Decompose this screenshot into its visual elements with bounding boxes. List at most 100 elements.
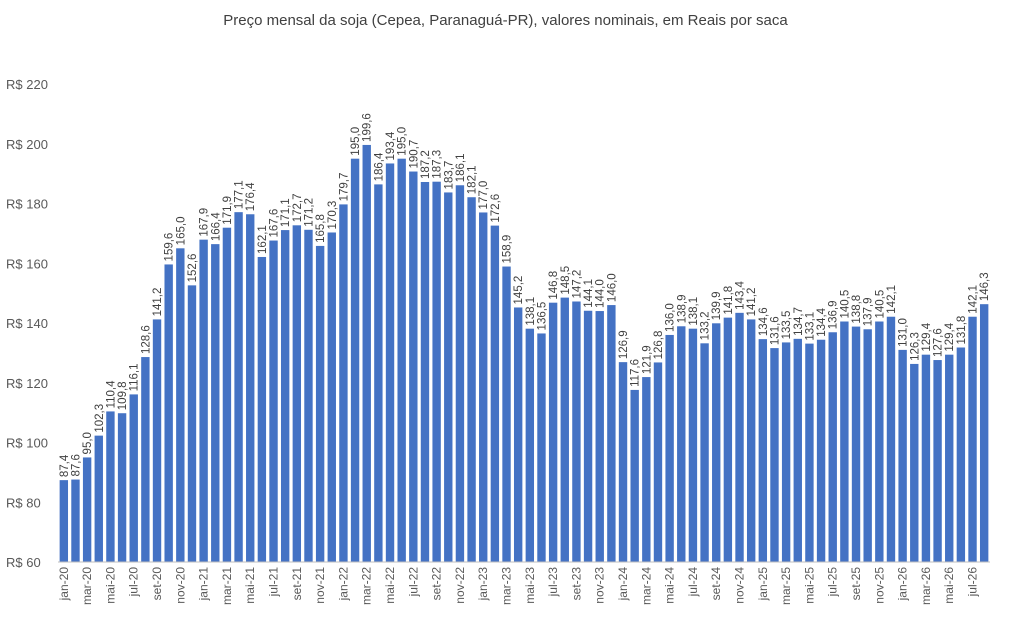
bar — [840, 321, 849, 562]
x-tick-label: mai-20 — [103, 567, 117, 604]
value-label: 134,4 — [816, 307, 828, 336]
bar — [234, 212, 243, 562]
value-label: 87,4 — [59, 454, 71, 477]
x-tick-label: mai-24 — [663, 567, 677, 604]
value-label: 179,7 — [338, 173, 350, 202]
value-label: 138,9 — [676, 295, 688, 324]
x-tick-label: mai-26 — [942, 567, 956, 604]
value-label: 134,7 — [793, 307, 805, 336]
value-label: 186,4 — [373, 152, 385, 181]
bar — [642, 377, 651, 562]
value-label: 136,9 — [828, 300, 840, 329]
bar — [910, 363, 919, 562]
bar — [595, 311, 604, 562]
value-label: 171,1 — [280, 198, 292, 227]
bar — [665, 334, 674, 562]
value-label: 133,5 — [781, 311, 793, 340]
value-label: 87,6 — [70, 454, 82, 476]
x-tick-label: mar-20 — [80, 567, 94, 605]
x-axis: jan-20 mar-20 mai-20 jul-20 set-20 nov-20 jan-… — [57, 567, 980, 605]
value-label: 146,8 — [548, 271, 560, 300]
value-label: 138,1 — [525, 297, 537, 326]
x-tick-label: nov-25 — [872, 567, 886, 604]
bar — [688, 328, 698, 562]
x-tick-label: jan-23 — [476, 567, 490, 602]
x-tick-label: set-24 — [709, 567, 723, 601]
x-tick-label: jul-26 — [966, 567, 980, 598]
x-tick-label: set-21 — [290, 567, 304, 601]
bar — [385, 163, 395, 562]
value-label: 177,0 — [478, 181, 490, 210]
value-label: 134,6 — [758, 307, 770, 336]
bar — [479, 212, 488, 562]
x-tick-label: mar-26 — [919, 567, 933, 605]
value-label: 152,6 — [187, 254, 199, 283]
y-tick-label: R$ 220 — [6, 77, 48, 92]
bar — [246, 214, 255, 562]
value-label: 95,0 — [82, 432, 94, 454]
bar — [875, 321, 884, 562]
value-label: 146,0 — [606, 273, 618, 302]
bar — [327, 232, 336, 562]
value-label: 142,1 — [886, 285, 898, 314]
value-label: 177,1 — [234, 180, 246, 209]
value-label: 171,9 — [222, 196, 234, 225]
value-label: 136,0 — [665, 303, 677, 332]
value-label: 138,8 — [851, 295, 863, 324]
x-tick-label: nov-24 — [733, 567, 747, 604]
bar — [979, 304, 989, 562]
bar — [735, 312, 744, 562]
x-tick-label: mai-21 — [243, 567, 257, 604]
value-label: 133,1 — [804, 312, 816, 341]
x-tick-label: jan-22 — [336, 567, 350, 602]
value-label: 165,8 — [315, 214, 327, 243]
value-label: 148,5 — [560, 266, 572, 295]
bar — [653, 362, 663, 562]
value-label: 144,0 — [595, 279, 607, 308]
x-tick-label: nov-20 — [173, 567, 187, 604]
bar — [968, 316, 977, 562]
bar — [187, 285, 197, 562]
value-label: 187,2 — [420, 150, 432, 179]
y-axis: R$ 60 R$ 80 R$ 100 R$ 120 R$ 140 R$ 160 R$ 180… — [6, 77, 48, 570]
bar — [572, 301, 581, 562]
x-tick-label: set-20 — [150, 567, 164, 601]
x-tick-label: mar-25 — [779, 567, 793, 605]
bar — [315, 245, 325, 563]
x-tick-label: jan-26 — [896, 567, 910, 602]
value-label: 171,2 — [303, 198, 315, 227]
bar — [269, 240, 278, 563]
x-tick-label: nov-23 — [593, 567, 607, 604]
bar — [71, 479, 80, 562]
bar — [886, 316, 896, 562]
value-label: 126,3 — [909, 332, 921, 361]
bar — [374, 184, 383, 562]
value-label: 131,6 — [769, 316, 781, 345]
bar — [816, 339, 826, 562]
value-label: 142,1 — [968, 285, 980, 314]
x-tick-label: jan-25 — [756, 567, 770, 602]
value-label: 195,0 — [350, 127, 362, 156]
chart-title: Preço mensal da soja (Cepea, Paranaguá-P… — [223, 12, 788, 29]
bar — [770, 348, 779, 562]
value-label: 129,4 — [921, 322, 933, 351]
bar — [583, 310, 593, 562]
value-label: 158,9 — [502, 235, 514, 264]
bar — [548, 302, 558, 562]
x-tick-label: jan-21 — [197, 567, 211, 602]
bar — [397, 158, 406, 562]
x-tick-label: mar-23 — [500, 567, 514, 605]
value-label: 127,6 — [933, 328, 945, 357]
bar — [222, 227, 232, 563]
bar — [712, 323, 721, 562]
value-label: 190,7 — [408, 140, 420, 169]
bar — [455, 185, 465, 562]
value-label: 137,9 — [863, 297, 875, 326]
bar — [199, 239, 208, 562]
bar — [502, 266, 511, 562]
value-label: 195,0 — [397, 127, 409, 156]
bar — [898, 349, 907, 562]
x-tick-label: jul-24 — [686, 567, 700, 598]
bar — [956, 347, 966, 562]
